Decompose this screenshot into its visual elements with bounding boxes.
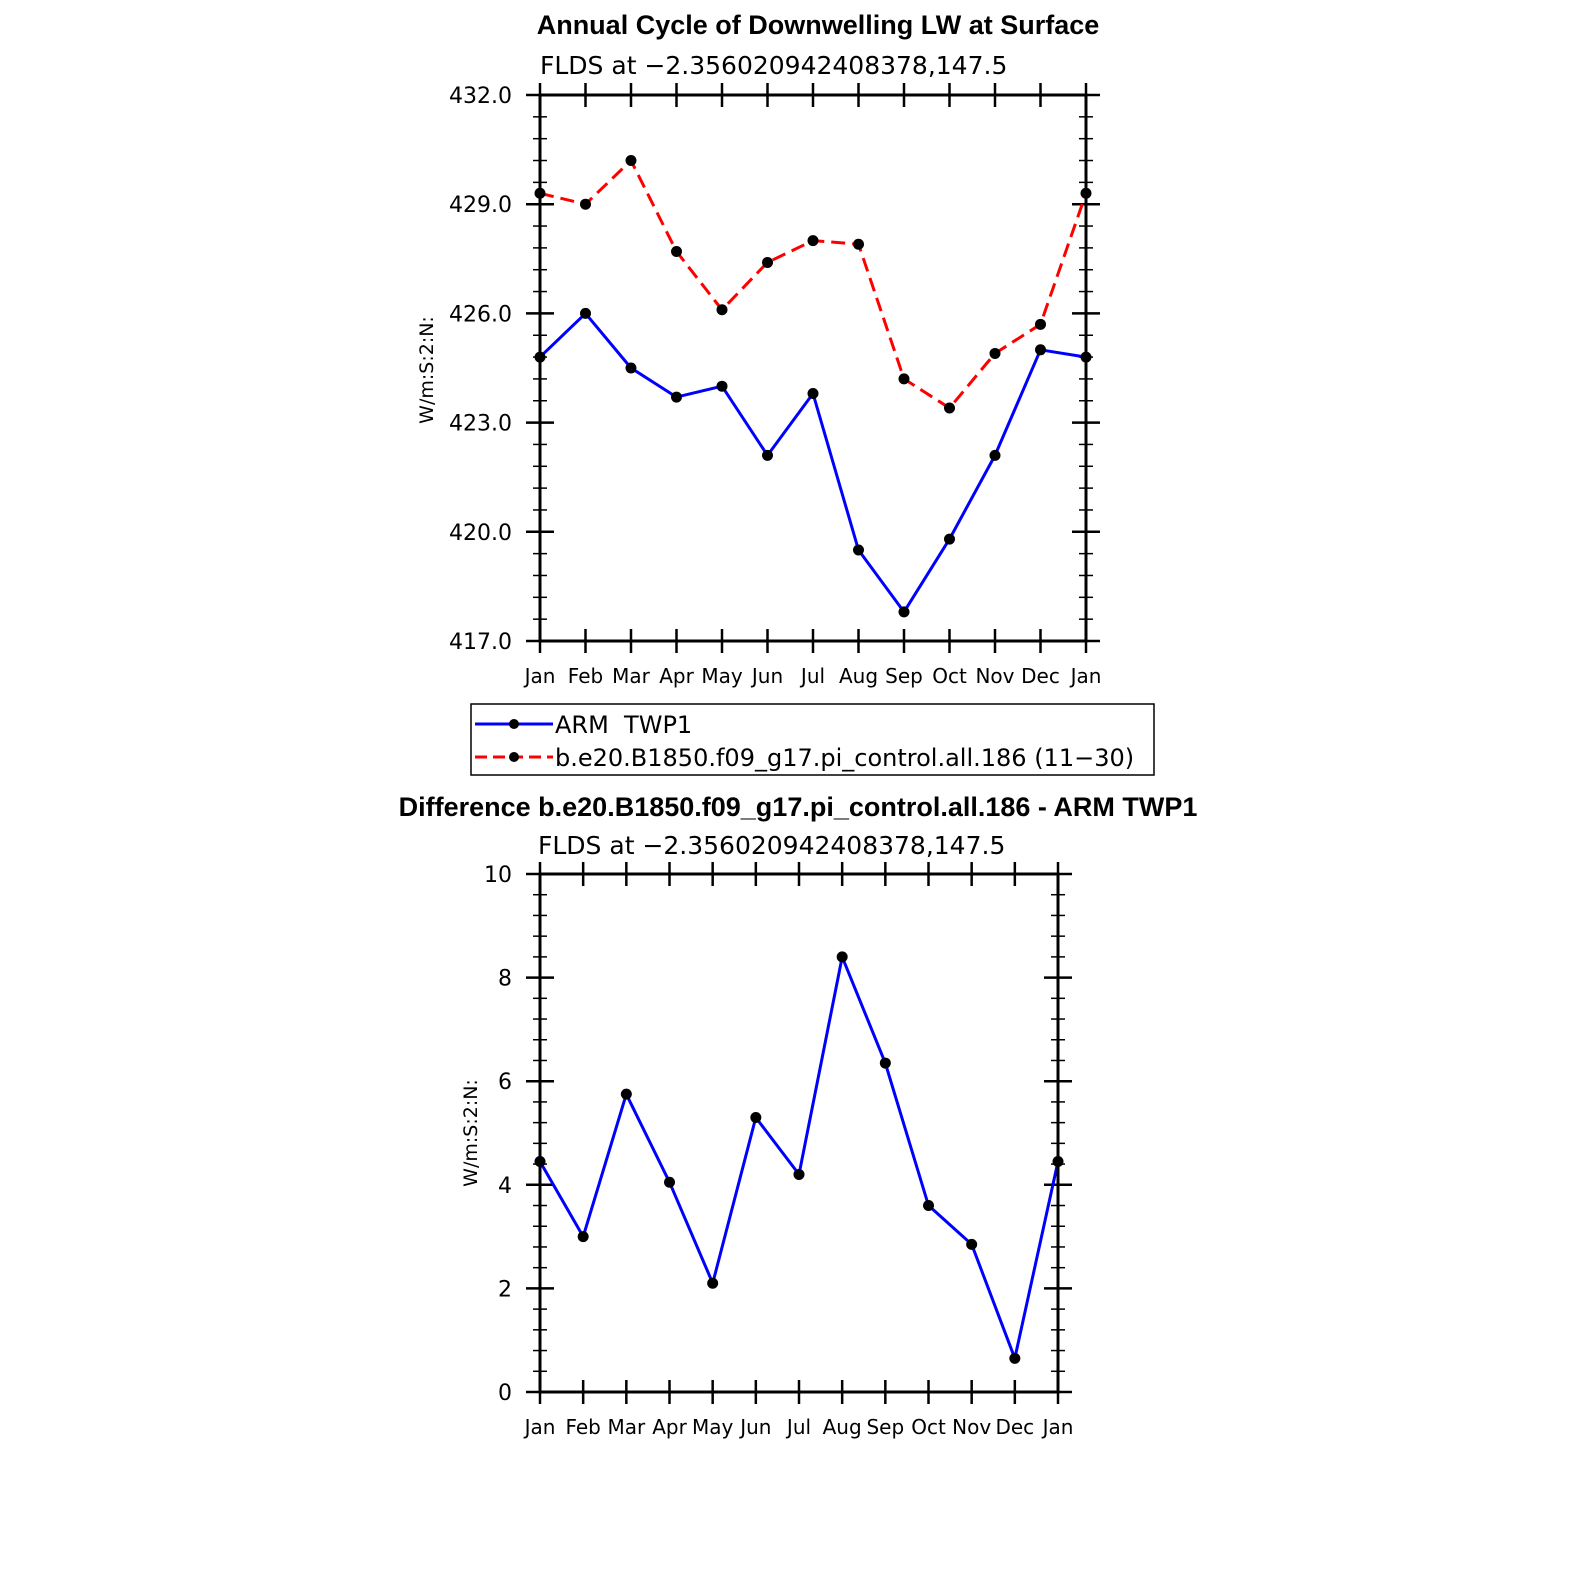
x-tick-label: Dec [1021,664,1060,688]
data-point [989,347,1001,359]
data-point [671,391,682,403]
y-tick-label: 2 [498,1277,512,1302]
data-point [762,256,773,268]
x-tick-label: Mar [607,1415,646,1439]
data-point [664,1176,675,1188]
x-tick-label: Aug [839,664,878,688]
panel1-plot-frame [538,93,1088,643]
data-point [989,449,1001,461]
data-point [620,1088,632,1100]
y-tick-label: 432.0 [449,84,512,109]
x-tick-label: Jan [523,664,556,688]
data-point [807,235,819,247]
data-point [836,951,848,963]
panel2-y-axis-label: W/m:S:2:N: [460,1079,482,1187]
data-point [750,1111,762,1123]
panel2-y-tick-labels: 0 2 4 6 8 10 [484,863,512,1406]
panel1-series-lines [538,159,1088,614]
panel2-subtitle: FLDS at −2.356020942408378,147.5 [538,831,1005,860]
legend-label-model: b.e20.B1850.f09_g17.pi_control.all.186 (… [555,744,1134,772]
legend-box [470,703,1155,776]
series-line-1 [539,159,1088,410]
data-point [966,1238,978,1250]
legend-label-arm: ARM TWP1 [555,711,692,739]
x-tick-label: Oct [932,664,967,688]
data-point [716,304,728,316]
x-tick-label: Nov [975,664,1014,688]
panel1-ticks [526,83,1100,653]
data-point [716,380,728,392]
panel2-plot-frame [538,872,1060,1394]
y-tick-label: 417.0 [449,630,512,655]
series-line-0 [538,955,1060,1360]
x-tick-label: Sep [866,1415,904,1439]
x-tick-label: Jan [523,1415,556,1439]
panel1-subtitle: FLDS at −2.356020942408378,147.5 [540,51,1007,80]
data-point [923,1200,934,1212]
data-point [853,544,864,556]
legend-marker-arm [509,719,519,729]
panel1-y-axis-label: W/m:S:2:N: [416,316,438,424]
data-point [577,1231,589,1243]
panel2-x-tick-labels: Jan Feb Mar Apr May Jun Jul Aug Sep Oct Nov Dec Jan [523,1415,1074,1439]
data-point [944,533,955,545]
x-tick-label: Sep [885,664,923,688]
panel2-points [534,951,1064,1364]
legend: ARM TWP1 b.e20.B1850.f09_g17.pi_control.… [470,703,1155,776]
y-tick-label: 420.0 [449,521,512,546]
x-tick-label: Feb [565,1415,600,1439]
series-line-0 [538,311,1087,614]
data-point [793,1168,805,1180]
panel1-points [534,155,1092,618]
legend-marker-model [509,752,519,762]
panel2-title: Difference b.e20.B1850.f09_g17.pi_contro… [399,792,1198,822]
x-tick-label: Jun [750,664,783,688]
x-tick-label: Nov [952,1415,991,1439]
x-tick-label: Mar [612,664,651,688]
x-tick-label: Aug [823,1415,862,1439]
x-tick-label: Jan [1041,1415,1074,1439]
panel2-ticks [526,862,1072,1404]
data-point [898,606,910,618]
data-point [944,402,955,414]
x-tick-label: Jun [738,1415,771,1439]
y-tick-label: 4 [498,1174,512,1199]
y-tick-label: 423.0 [449,412,512,437]
data-point [671,246,682,258]
y-tick-label: 10 [484,863,512,888]
data-point [625,155,637,167]
x-tick-label: May [701,664,743,688]
data-point [1035,318,1046,330]
data-point [707,1277,719,1289]
data-point [853,238,864,250]
y-tick-label: 6 [498,1070,512,1095]
data-point [1035,344,1046,356]
x-tick-label: Apr [659,664,694,688]
data-point [762,449,773,461]
x-tick-label: Dec [995,1415,1034,1439]
x-tick-label: Jul [785,1415,811,1439]
data-point [879,1057,891,1069]
x-tick-label: Feb [568,664,603,688]
y-tick-label: 429.0 [449,193,512,218]
panel2-series-lines [538,955,1060,1360]
y-tick-label: 426.0 [449,302,512,327]
x-tick-label: Jan [1069,664,1102,688]
y-tick-label: 8 [498,967,512,992]
x-tick-label: Oct [911,1415,946,1439]
data-point [1009,1352,1021,1364]
x-tick-label: Apr [652,1415,687,1439]
data-point [580,198,591,210]
data-point [898,373,910,385]
x-tick-label: May [692,1415,734,1439]
x-tick-label: Jul [799,664,825,688]
panel1-title: Annual Cycle of Downwelling LW at Surfac… [537,10,1100,40]
data-point [625,362,637,374]
data-point [807,387,819,399]
panel1-x-tick-labels: Jan Feb Mar Apr May Jun Jul Aug Sep Oct Nov Dec Jan [523,664,1102,688]
panel1-y-tick-labels: 417.0 420.0 423.0 426.0 429.0 432.0 [449,84,512,655]
y-tick-label: 0 [498,1381,512,1406]
data-point [580,307,591,319]
